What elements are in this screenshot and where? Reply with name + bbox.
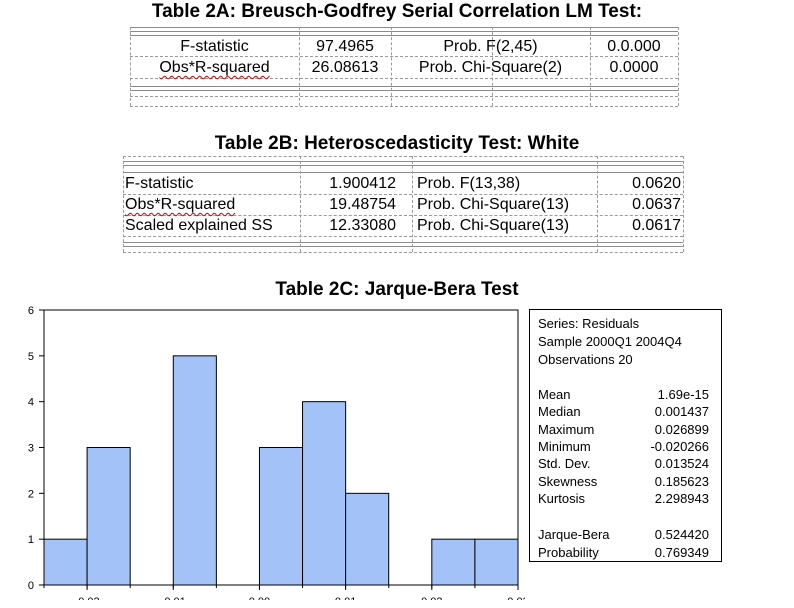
table-2a-label-text: Obs*R-squared [159,59,270,76]
table-2b-label-text: Obs*R-squared [125,196,236,213]
table-2b-label: Scaled explained SS [125,217,273,234]
y-tick-label: 5 [28,351,34,363]
table-2b-value: 1.900412 [329,175,396,192]
jb-label: Jarque-Bera [538,527,610,542]
histogram-bar [474,538,519,586]
table-2b-title: Table 2B: Heteroscedasticity Test: White [214,133,580,154]
x-tick-label: 0.01 [335,596,356,600]
stat-value: 2.298943 [654,490,709,506]
table-2b-value: 19.48754 [329,196,396,213]
table-2a-prob: 0.0.000 [607,38,661,55]
stat-value: 0.185623 [654,473,709,489]
histogram-bar [431,538,476,586]
histogram-chart: 0 1 2 3 4 5 6 -0.02 -0.01 0.00 0.01 0.02 0.03 [28,305,525,600]
stat-label: Skewness [538,473,598,489]
stat-label: Minimum [538,438,591,454]
y-tick-label: 2 [28,488,34,500]
stat-label: Kurtosis [538,490,585,506]
stat-label: Maximum [538,421,595,437]
stat-label: Mean [538,387,571,402]
observations-label: Observations 20 [538,352,633,367]
stat-value: 1.69e-15 [657,387,709,402]
stat-value: 0.013524 [654,456,709,472]
table-2b-prob: 0.0617 [632,217,681,234]
table-2b-prob-label: Prob. Chi-Square(13) [417,217,570,234]
table-2a-label: Obs*R-squared [130,58,299,78]
table-2c-title: Table 2C: Jarque-Bera Test [275,279,519,300]
table-2b-prob-label: Prob. F(13,38) [417,175,521,192]
table-2b-prob-label: Prob. Chi-Square(13) [417,196,570,213]
table-2a-prob: 0.0000 [609,59,659,76]
sample-label: Sample 2000Q1 2004Q4 [538,334,682,349]
stat-label: Median [538,404,581,420]
table-2b-label: Obs*R-squared [125,195,235,215]
histogram-bar [43,538,88,586]
stat-value: -0.020266 [650,438,709,454]
y-tick-label: 1 [28,534,34,546]
statistics-box: Series: Residuals Sample 2000Q1 2004Q4 O… [529,309,722,562]
x-tick-label: 0.03 [507,596,525,600]
jb-label: Probability [538,545,599,560]
table-2b-prob: 0.0620 [632,175,681,192]
x-tick-label: 0.02 [421,596,442,600]
table-2b-label: F-statistic [125,175,194,192]
x-tick-label: -0.02 [75,596,100,600]
histogram-bar [172,355,217,586]
histogram-bar [302,401,347,586]
histogram-bar [345,492,390,586]
jb-value: 0.524420 [654,527,709,542]
table-2a-value: 26.08613 [311,59,379,76]
stat-value: 0.001437 [654,404,709,420]
series-label: Series: Residuals [538,316,640,331]
table-2a-label: F-statistic [180,38,249,55]
stat-label: Std. Dev. [538,456,591,472]
stat-value: 0.026899 [654,421,709,437]
y-tick-label: 4 [28,397,34,409]
table-2a-value: 97.4965 [316,38,374,55]
table-2b-value: 12.33080 [329,217,396,234]
table-2b-prob: 0.0637 [632,196,681,213]
x-tick-label: 0.00 [249,596,270,600]
y-tick-label: 0 [28,580,34,592]
table-2a-prob-label: Prob. F(2,45) [443,38,538,55]
histogram-bar [86,447,131,586]
histogram-bar [258,447,304,586]
jb-value: 0.769349 [654,545,709,560]
table-2a-title: Table 2A: Breusch-Godfrey Serial Correla… [151,1,643,22]
table-2a-prob-label: Prob. Chi-Square(2) [418,59,563,76]
x-tick-label: -0.01 [161,596,186,600]
y-tick-label: 6 [28,305,34,317]
y-tick-label: 3 [28,443,34,455]
